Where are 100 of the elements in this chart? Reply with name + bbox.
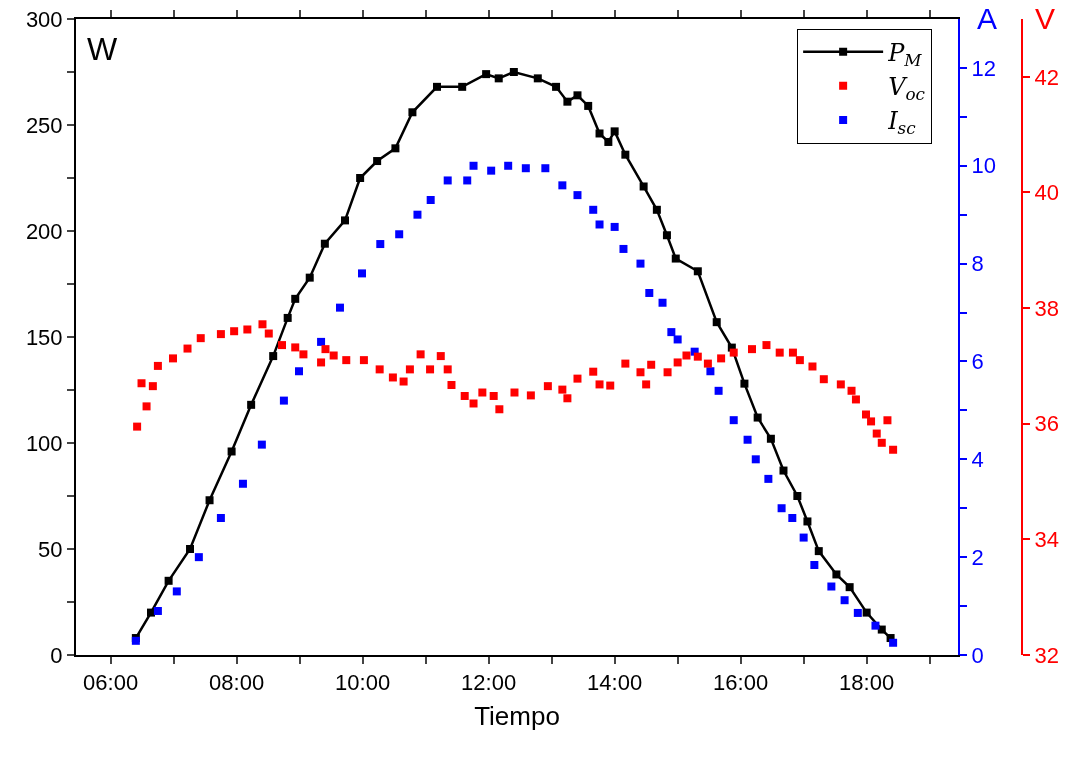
point: [186, 545, 195, 553]
point: [619, 244, 628, 253]
point: [658, 298, 667, 307]
point: [335, 303, 344, 312]
point: [432, 82, 441, 91]
point: [871, 621, 880, 630]
y3-tick-label: 36: [1034, 411, 1059, 437]
point: [291, 294, 300, 303]
point: [604, 137, 613, 146]
point: [803, 517, 812, 526]
point: [153, 606, 162, 615]
y3-tick-label: 34: [1034, 527, 1059, 553]
point: [269, 352, 278, 361]
point: [793, 492, 802, 500]
point: [463, 176, 472, 185]
point: [595, 129, 604, 138]
point: [799, 533, 808, 542]
point: [164, 576, 173, 585]
point: [247, 400, 256, 409]
point: [639, 182, 648, 191]
point: [814, 547, 823, 556]
point: [743, 435, 752, 444]
point: [305, 273, 314, 282]
point: [521, 164, 530, 173]
y2-tick-label: 12: [971, 55, 996, 81]
point: [487, 166, 496, 175]
legend-label: V$_{oc}$: [888, 73, 926, 105]
point: [563, 97, 572, 106]
point: [317, 337, 326, 346]
point: [832, 570, 841, 579]
point: [509, 68, 518, 76]
y2-tick-label: 2: [971, 544, 984, 570]
x-tick-label: 06:00: [83, 670, 139, 696]
x-tick-label: 14:00: [587, 670, 643, 696]
point: [788, 514, 797, 523]
point: [408, 108, 417, 117]
point: [673, 335, 682, 344]
point: [712, 318, 721, 327]
y-tick-label: 100: [25, 430, 63, 456]
point: [840, 596, 849, 605]
point: [469, 161, 478, 170]
y3-tick-label: 32: [1034, 642, 1059, 668]
point: [395, 230, 404, 239]
point: [558, 181, 567, 190]
point: [610, 127, 619, 136]
point: [706, 367, 715, 376]
point: [589, 205, 598, 214]
y-tick-label: 300: [25, 6, 63, 32]
point: [636, 259, 645, 268]
point: [238, 479, 247, 488]
y-tick-label: 0: [50, 642, 63, 668]
point: [766, 434, 775, 443]
legend-label: P$_{M}$: [887, 39, 923, 71]
y3-tick-label: 40: [1034, 180, 1059, 206]
point: [356, 174, 365, 182]
y2-tick-label: 10: [971, 153, 996, 179]
y2-tick-label: 8: [971, 251, 984, 277]
point: [341, 216, 350, 225]
x-tick-label: 16:00: [713, 670, 769, 696]
point: [283, 313, 292, 322]
x-axis-title: Tiempo: [474, 700, 560, 731]
y-tick-label: 250: [25, 112, 63, 138]
point: [295, 367, 304, 376]
point: [376, 240, 385, 249]
y2-tick-label: 4: [971, 447, 984, 473]
point: [671, 254, 680, 263]
y3-tick-label: 42: [1034, 64, 1059, 90]
point: [205, 496, 214, 505]
point: [443, 176, 452, 185]
y-tick-label: 150: [25, 324, 63, 350]
point: [645, 288, 654, 297]
point: [764, 474, 773, 483]
point: [426, 196, 435, 205]
point: [621, 150, 630, 159]
legend-label: I$_{sc}$: [887, 107, 917, 139]
point: [541, 164, 550, 173]
y3-tick-label: 38: [1034, 295, 1059, 321]
point: [227, 447, 236, 456]
point: [853, 608, 862, 617]
point: [740, 379, 749, 388]
point: [662, 231, 671, 240]
point: [552, 82, 561, 91]
point: [889, 638, 898, 647]
point: [194, 553, 203, 562]
point: [413, 210, 422, 219]
point: [373, 157, 382, 166]
point: [504, 161, 513, 170]
point: [751, 455, 760, 464]
point: [729, 416, 738, 425]
point: [358, 269, 367, 278]
point: [494, 74, 503, 83]
point: [279, 396, 288, 405]
point: [573, 191, 582, 200]
point: [827, 582, 836, 591]
point: [753, 413, 762, 422]
y-tick-label: 200: [25, 218, 63, 244]
y-tick-label: 50: [38, 536, 63, 562]
y-axis-title: W: [87, 31, 118, 67]
point: [595, 220, 604, 229]
point: [458, 82, 467, 91]
